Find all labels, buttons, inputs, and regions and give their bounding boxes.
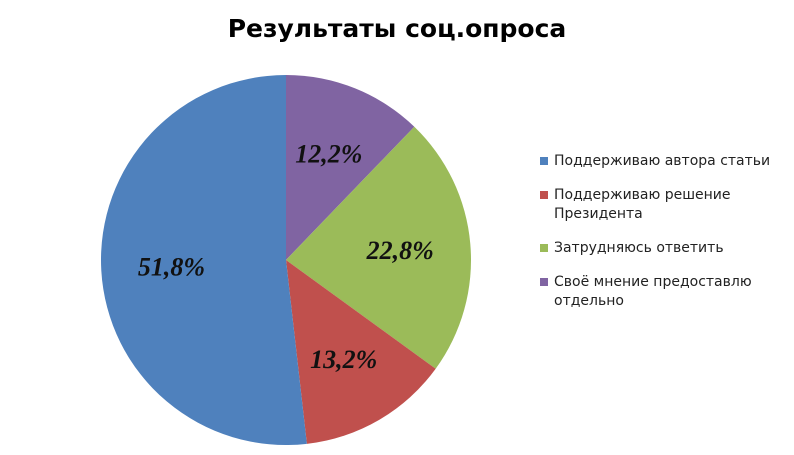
- legend-swatch: [540, 278, 548, 286]
- pie-slice: [100, 75, 307, 446]
- chart-title: Результаты соц.опроса: [227, 14, 567, 43]
- legend-swatch: [540, 157, 548, 165]
- legend-label: Поддерживаю автора статьи: [554, 153, 771, 169]
- legend-label: Своё мнение предоставлю отдельно: [554, 274, 752, 309]
- legend-item: Поддерживаю решение Президента: [540, 186, 790, 224]
- legend-label: Поддерживаю решение Президента: [554, 187, 731, 222]
- pie-slice: [286, 75, 415, 260]
- pie-slice: [286, 260, 436, 444]
- data-label: 51,8%: [138, 252, 205, 281]
- legend-item: Своё мнение предоставлю отдельно: [540, 273, 790, 311]
- pie-slice: [286, 126, 471, 369]
- data-label: 22,8%: [366, 236, 434, 265]
- legend-label: Затрудняюсь ответить: [554, 240, 724, 256]
- legend-swatch: [540, 244, 548, 252]
- legend: Поддерживаю автора статьи Поддерживаю ре…: [540, 152, 790, 326]
- legend-item: Поддерживаю автора статьи: [540, 152, 790, 171]
- legend-swatch: [540, 191, 548, 199]
- legend-item: Затрудняюсь ответить: [540, 239, 790, 258]
- data-label: 12,2%: [295, 140, 362, 169]
- data-label: 13,2%: [310, 345, 377, 374]
